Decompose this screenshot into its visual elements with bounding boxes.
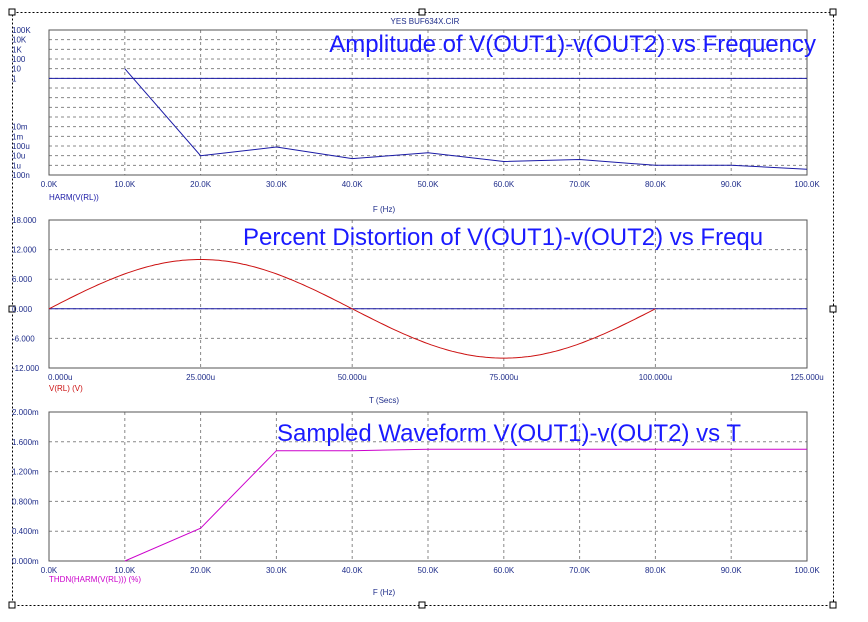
- sampled-waveform-x-tick-label: 50.0K: [418, 566, 440, 575]
- distortion-plot-trace-label[interactable]: V(RL) (V): [49, 384, 83, 393]
- sampled-waveform-x-tick-label: 60.0K: [493, 566, 515, 575]
- amplitude-y-tick-label: 1: [12, 74, 17, 83]
- sampled-waveform-x-tick-label: 70.0K: [569, 566, 591, 575]
- sampled-waveform-series-line: [124, 448, 807, 562]
- sampled-waveform-plot[interactable]: 2.000m 1.600m 1.200m 0.800m 0.400m 0.000m 0.0…: [12, 408, 820, 597]
- sampled-waveform-plot-title: Sampled Waveform V(OUT1)-v(OUT2) vs T: [277, 420, 741, 447]
- selection-handle-1: [418, 8, 426, 16]
- sampled-waveform-plot-grid: [48, 411, 808, 562]
- amplitude-frame: [48, 29, 808, 176]
- distortion-x-tick-label: 75.000u: [489, 373, 518, 382]
- sampled-waveform-x-tick-label: 40.0K: [342, 566, 364, 575]
- amplitude-plot-title: Amplitude of V(OUT1)-v(OUT2) vs Frequenc…: [329, 31, 816, 58]
- distortion-x-tick-label: 25.000u: [186, 373, 215, 382]
- selection-handle-5: [8, 601, 16, 609]
- selection-handle-7: [829, 601, 837, 609]
- distortion-x-tick-label: 50.000u: [338, 373, 367, 382]
- sampled-waveform-y-tick-label: 2.000m: [12, 408, 39, 417]
- amplitude-plot-x-label: F (Hz): [373, 205, 396, 214]
- amplitude-plot-grid: [48, 29, 808, 176]
- amplitude-x-tick-label: 10.0K: [114, 180, 136, 189]
- sampled-waveform-y-tick-label: 0.400m: [12, 527, 39, 536]
- sampled-waveform-plot-x-ticks: 0.0K 10.0K 20.0K 30.0K 40.0K 50.0K 60.0K 70.0K 8…: [41, 566, 821, 575]
- selection-frame[interactable]: [8, 8, 837, 609]
- amplitude-plot-trace-label[interactable]: HARM(V(RL)): [49, 193, 99, 202]
- sampled-waveform-plot-series: [124, 448, 807, 562]
- distortion-frame: [48, 219, 808, 369]
- selection-handle-2: [829, 8, 837, 16]
- sampled-waveform-x-tick-label: 30.0K: [266, 566, 288, 575]
- distortion-plot-title: Percent Distortion of V(OUT1)-v(OUT2) vs…: [243, 224, 763, 251]
- amplitude-x-tick-label: 100.0K: [794, 180, 820, 189]
- distortion-y-tick-label: -6.000: [12, 334, 35, 343]
- amplitude-y-tick-label: 10u: [12, 152, 25, 161]
- sampled-waveform-y-tick-label: 1.600m: [12, 438, 39, 447]
- amplitude-y-tick-label: 100K: [12, 26, 31, 35]
- amplitude-y-tick-label: 100n: [12, 171, 30, 180]
- sampled-waveform-x-tick-label: 90.0K: [721, 566, 743, 575]
- distortion-y-tick-label: 6.000: [12, 275, 33, 284]
- distortion-y-tick-label: -12.000: [12, 364, 40, 373]
- selection-handle-6: [418, 601, 426, 609]
- sampled-waveform-x-tick-label: 100.0K: [794, 566, 820, 575]
- selection-handle-4: [829, 305, 837, 313]
- sampled-waveform-x-tick-label: 0.0K: [41, 566, 58, 575]
- sampled-waveform-x-tick-label: 80.0K: [645, 566, 667, 575]
- amplitude-y-tick-label: 1m: [12, 132, 23, 141]
- distortion-x-tick-label: 0.000u: [48, 373, 72, 382]
- distortion-plot-x-label: T (Secs): [369, 396, 399, 405]
- amplitude-x-tick-label: 60.0K: [493, 180, 515, 189]
- amplitude-y-tick-label: 100u: [12, 142, 30, 151]
- distortion-x-tick-label: 100.000u: [639, 373, 672, 382]
- amplitude-y-tick-label: 10: [12, 65, 21, 74]
- sampled-waveform-x-tick-label: 10.0K: [114, 566, 136, 575]
- sampled-waveform-frame: [48, 411, 808, 562]
- distortion-plot-series: [48, 259, 807, 359]
- amplitude-y-tick-label: 1u: [12, 161, 21, 170]
- amplitude-x-tick-label: 30.0K: [266, 180, 288, 189]
- amplitude-x-tick-label: 80.0K: [645, 180, 667, 189]
- selection-handle-3: [8, 305, 16, 313]
- sampled-waveform-plot-y-ticks: 2.000m 1.600m 1.200m 0.800m 0.400m 0.000m: [12, 408, 39, 566]
- distortion-plot-x-ticks: 0.000u 25.000u 50.000u 75.000u 100.000u 125.0…: [48, 373, 824, 382]
- amplitude-plot-x-ticks: 0.0K 10.0K 20.0K 30.0K 40.0K 50.0K 60.0K 70.0K 8…: [41, 180, 821, 189]
- amplitude-y-tick-label: 10m: [12, 123, 28, 132]
- amplitude-x-tick-label: 90.0K: [721, 180, 743, 189]
- amplitude-y-tick-label: 1K: [12, 45, 22, 54]
- distortion-y-tick-label: 18.000: [12, 216, 37, 225]
- sampled-waveform-plot-trace-label[interactable]: THDN(HARM(V(RL))) (%): [49, 575, 141, 584]
- selection-handle-0: [8, 8, 16, 16]
- sampled-waveform-plot-x-label: F (Hz): [373, 588, 396, 597]
- distortion-plot[interactable]: 18.000 12.000 6.000 0.000 -6.000 -12.000 0.00…: [12, 216, 824, 405]
- distortion-x-tick-label: 125.000u: [790, 373, 823, 382]
- amplitude-y-tick-label: 100: [12, 55, 26, 64]
- amplitude-plot-series: [49, 68, 808, 170]
- amplitude-series-line: [124, 68, 808, 170]
- amplitude-x-tick-label: 40.0K: [342, 180, 364, 189]
- amplitude-x-tick-label: 20.0K: [190, 180, 212, 189]
- sampled-waveform-x-tick-label: 20.0K: [190, 566, 212, 575]
- amplitude-x-tick-label: 70.0K: [569, 180, 591, 189]
- sampled-waveform-y-tick-label: 0.800m: [12, 497, 39, 506]
- distortion-plot-y-ticks: 18.000 12.000 6.000 0.000 -6.000 -12.000: [12, 216, 40, 373]
- distortion-series-line: [48, 259, 656, 359]
- amplitude-x-tick-label: 0.0K: [41, 180, 58, 189]
- sampled-waveform-y-tick-label: 1.200m: [12, 468, 39, 477]
- amplitude-x-tick-label: 50.0K: [418, 180, 440, 189]
- amplitude-y-tick-label: 10K: [12, 36, 27, 45]
- distortion-y-tick-label: 12.000: [12, 246, 37, 255]
- distortion-y-tick-label: 0.000: [12, 305, 33, 314]
- file-label: YES BUF634X.CIR: [391, 17, 460, 26]
- sampled-waveform-y-tick-label: 0.000m: [12, 557, 39, 566]
